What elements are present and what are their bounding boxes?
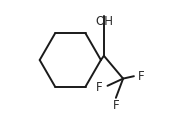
Text: F: F [113, 99, 119, 112]
Text: OH: OH [95, 15, 113, 28]
Text: F: F [96, 81, 103, 94]
Text: F: F [137, 70, 144, 83]
